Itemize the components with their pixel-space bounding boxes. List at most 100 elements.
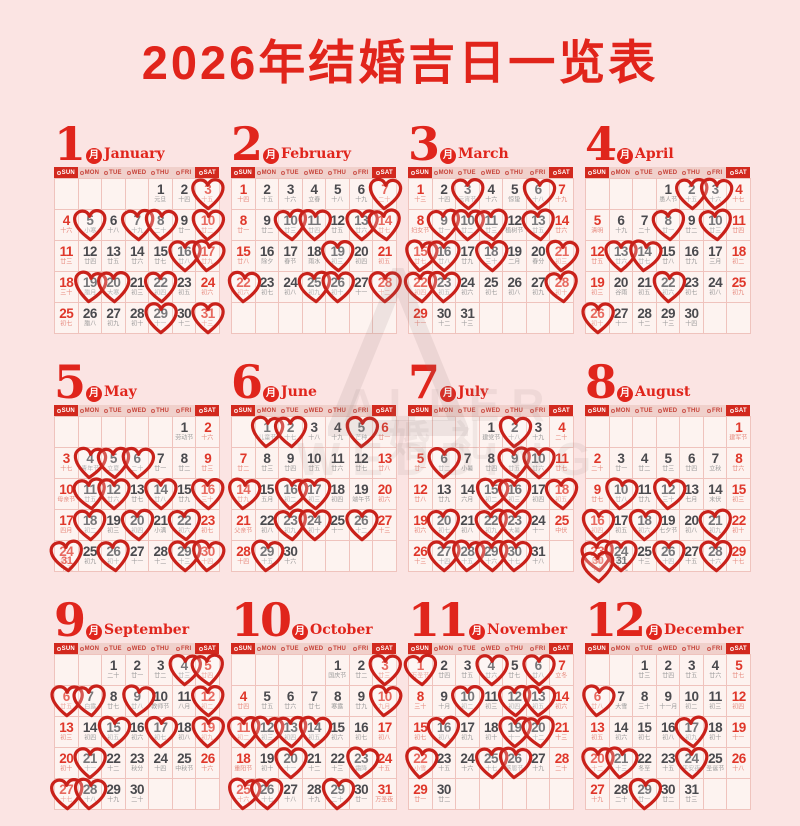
day-cell: 2 十五 bbox=[255, 179, 280, 210]
weekday-wed: WED bbox=[124, 405, 149, 416]
day-cell: 3 十五 bbox=[196, 179, 220, 210]
weekday-label: FRI bbox=[181, 645, 192, 652]
day-cell: 22 初六 bbox=[656, 272, 681, 303]
day-cell: 13 初三 bbox=[55, 717, 79, 748]
day-number: 3 bbox=[204, 182, 212, 197]
month-june: 6 月 June SUN MON TUE WED THU FRI SAT 1 儿童节 2 十七 3 十八 4 十九… bbox=[227, 359, 397, 572]
lunar-label: 春节 bbox=[284, 259, 297, 266]
lunar-label: 初三 bbox=[591, 290, 604, 297]
day-number: 30 bbox=[660, 782, 676, 797]
day-cell: 9 廿五 bbox=[503, 448, 527, 479]
day-cell: 15 初三 bbox=[727, 479, 751, 510]
day-cell: 25 十三 bbox=[633, 541, 657, 572]
day-number: 30 bbox=[507, 544, 523, 559]
day-cell: 14 末伏 bbox=[703, 479, 728, 510]
lunar-label: 十三 bbox=[178, 559, 191, 566]
rosette-icon bbox=[303, 170, 308, 175]
rosette-icon bbox=[79, 646, 84, 651]
rosette-icon bbox=[151, 408, 156, 413]
day-cell: 2 廿四 bbox=[432, 655, 457, 686]
weekday-label: SAT bbox=[380, 645, 393, 652]
weekday-label: THU bbox=[333, 169, 347, 176]
day-cell: 15 廿九 bbox=[172, 479, 197, 510]
day-cell: 12 廿八 bbox=[409, 479, 433, 510]
day-number: 21 bbox=[82, 751, 98, 766]
weekday-label: TUE bbox=[109, 407, 122, 414]
lunar-label: 初八 bbox=[378, 735, 391, 742]
weekday-sun: SUN bbox=[408, 167, 432, 178]
lunar-label: 三十 bbox=[201, 497, 214, 504]
lunar-label: 廿九 bbox=[237, 497, 250, 504]
day-cell: 17 春节 bbox=[279, 241, 303, 272]
lunar-label: 十二 bbox=[355, 528, 368, 535]
lunar-label: 初八 bbox=[685, 528, 698, 535]
day-number: 19 bbox=[259, 751, 275, 766]
day-number: 7 bbox=[239, 451, 248, 466]
weekday-sun: SUN bbox=[585, 167, 609, 178]
weekday-label: FRI bbox=[535, 407, 546, 414]
weekday-thu: THU bbox=[325, 643, 349, 654]
weekday-wed: WED bbox=[124, 643, 149, 654]
lunar-label: 十月 bbox=[437, 704, 450, 711]
day-cell: 10 廿六 bbox=[526, 448, 551, 479]
day-cell: 1 建军节 bbox=[727, 417, 751, 448]
rosette-icon bbox=[104, 170, 109, 175]
day-number: 22 bbox=[731, 513, 747, 528]
lunar-label: 初二 bbox=[237, 735, 250, 742]
day-cell: 2 十六 bbox=[196, 417, 220, 448]
day-cell: 6 廿五 bbox=[55, 686, 79, 717]
lunar-label: 十九 bbox=[107, 797, 120, 804]
day-cell: 25 初九 bbox=[78, 541, 103, 572]
lunar-label: 十六 bbox=[484, 559, 498, 566]
day-number: 2 bbox=[133, 658, 141, 673]
day-cell: 27 初九 bbox=[526, 272, 551, 303]
weekday-tue: TUE bbox=[101, 405, 125, 416]
day-number: 29 bbox=[177, 544, 192, 559]
month-december: 12 月 December SUN MON TUE WED THU FRI SAT 1 廿三 2 廿四 3 廿… bbox=[581, 597, 751, 810]
day-cell: 28 十五 bbox=[456, 541, 480, 572]
weekday-wed: WED bbox=[301, 405, 326, 416]
month-name: October bbox=[310, 622, 373, 638]
month-number: 11 bbox=[408, 593, 469, 647]
day-cell: 5 廿一 bbox=[409, 448, 433, 479]
day-cell: 9 廿一 bbox=[172, 210, 197, 241]
day-number: 25 bbox=[306, 275, 322, 290]
lunar-label: 廿四 bbox=[437, 673, 450, 680]
rosette-icon bbox=[176, 408, 181, 413]
day-number: 15 bbox=[413, 244, 428, 259]
weekday-label: MON bbox=[84, 407, 100, 414]
weekday-label: THU bbox=[510, 169, 524, 176]
day-number: 13 bbox=[436, 482, 452, 497]
day-cell: 26 初十 bbox=[102, 541, 126, 572]
rosette-icon bbox=[657, 408, 662, 413]
weekday-tue: TUE bbox=[101, 167, 125, 178]
lunar-label: 初五 bbox=[378, 259, 391, 266]
day-cell: 6 廿六 bbox=[279, 686, 303, 717]
rosette-icon bbox=[353, 646, 358, 651]
lunar-label: 二十 bbox=[555, 435, 568, 442]
lunar-label: 初五 bbox=[591, 735, 604, 742]
day-number: 14 bbox=[236, 482, 251, 497]
rosette-icon bbox=[552, 408, 557, 413]
day-number: 15 bbox=[153, 244, 169, 259]
lunar-label: 廿九 bbox=[178, 497, 191, 504]
weekday-wed: WED bbox=[124, 167, 149, 178]
lunar-label: 十一 bbox=[154, 321, 167, 328]
lunar-label: 十二 bbox=[437, 321, 450, 328]
lunar-label: 立秋 bbox=[709, 466, 722, 473]
day-cell bbox=[373, 541, 397, 572]
lunar-label: 初六 bbox=[378, 497, 391, 504]
rosette-icon bbox=[303, 646, 308, 651]
day-cell: 27 十四 bbox=[432, 541, 457, 572]
day-number: 10 bbox=[306, 451, 322, 466]
day-number: 8 bbox=[487, 451, 495, 466]
day-cell: 29 十一 bbox=[149, 303, 173, 334]
day-number: 12 bbox=[507, 689, 523, 704]
day-cell: 1 廿三 bbox=[633, 655, 657, 686]
day-cell: 26 十二 bbox=[349, 510, 374, 541]
lunar-label: 芒种 bbox=[355, 435, 368, 442]
lunar-label: 二十 bbox=[614, 797, 627, 804]
day-number: 26 bbox=[259, 782, 275, 797]
weekday-label: WED bbox=[308, 169, 324, 176]
day-cell: 29 十七 bbox=[727, 541, 751, 572]
